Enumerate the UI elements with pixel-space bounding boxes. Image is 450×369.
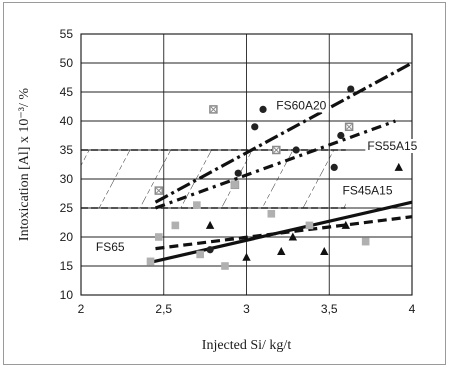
chart-svg: 10 15 20 25 30 35 40 45 50 55 2 2,5 3 3,5 4 FS60A20 FS5… bbox=[17, 27, 420, 353]
data-point-fs60a20 bbox=[330, 163, 338, 171]
data-point-fs60a20 bbox=[292, 146, 300, 154]
data-point-fs45a15 bbox=[242, 252, 251, 261]
series-label-fs45a15: FS45A15 bbox=[342, 184, 392, 198]
data-point-fs65 bbox=[267, 210, 276, 218]
series-label-fs65: FS65 bbox=[96, 240, 125, 254]
series-label-bg bbox=[93, 239, 127, 254]
y-tick-label: 40 bbox=[60, 114, 74, 128]
labels-layer: FS60A20 FS55A15 FS45A15 FS65 bbox=[93, 98, 420, 254]
data-point-fs60a20 bbox=[234, 169, 242, 177]
data-point-fs45a15 bbox=[341, 220, 350, 229]
data-point-fs65 bbox=[361, 237, 370, 246]
data-point-fs65 bbox=[305, 221, 314, 230]
data-point-fs45a15 bbox=[288, 232, 298, 241]
trend-lines-layer bbox=[146, 61, 413, 265]
y-axis-label: Intoxication [Al] x 10⁻³/ % bbox=[17, 88, 32, 241]
x-tick-label: 2 bbox=[78, 302, 85, 316]
data-point-fs55a15 bbox=[154, 186, 164, 195]
x-tick-label: 2,5 bbox=[155, 302, 172, 316]
axes-layer: 10 15 20 25 30 35 40 45 50 55 2 2,5 3 3,5 4 bbox=[60, 27, 416, 316]
y-tick-label: 15 bbox=[60, 259, 74, 273]
data-point-fs65 bbox=[154, 233, 163, 241]
y-tick-label: 35 bbox=[60, 143, 74, 157]
trend-line-fs55a15 bbox=[154, 119, 396, 210]
series-label-bg bbox=[340, 183, 395, 198]
data-point-fs45a15 bbox=[277, 247, 286, 255]
data-point-fs60a20 bbox=[347, 85, 355, 93]
series-label-fs55a15: FS55A15 bbox=[367, 139, 417, 153]
data-point-fs65 bbox=[171, 221, 180, 230]
x-tick-label: 4 bbox=[409, 302, 416, 316]
data-point-fs55a15-cross bbox=[210, 106, 217, 113]
data-point-fs60a20 bbox=[337, 131, 345, 140]
data-point-fs45a15 bbox=[320, 247, 329, 255]
y-tick-label: 20 bbox=[60, 230, 74, 244]
data-point-fs65 bbox=[196, 250, 204, 259]
data-point-fs60a20 bbox=[259, 105, 267, 113]
x-axis-label: Injected Si/ kg/t bbox=[202, 338, 292, 353]
data-point-fs55a15-cross bbox=[346, 123, 352, 130]
data-point-fs55a15-cross bbox=[155, 187, 162, 194]
y-tick-label: 10 bbox=[60, 288, 74, 302]
chart-frame: 10 15 20 25 30 35 40 45 50 55 2 2,5 3 3,5 4 FS60A20 FS5… bbox=[3, 2, 446, 365]
series-label-fs60a20: FS60A20 bbox=[276, 98, 326, 112]
data-point-fs55a15 bbox=[272, 145, 281, 155]
data-point-fs55a15 bbox=[209, 105, 218, 114]
x-tick-label: 3 bbox=[243, 302, 250, 316]
series-label-bg bbox=[365, 139, 420, 153]
trend-line-fs60a20 bbox=[154, 61, 413, 204]
series-label-bg bbox=[274, 98, 329, 113]
y-tick-label: 45 bbox=[60, 85, 74, 99]
data-point-fs60a20 bbox=[251, 123, 259, 131]
x-tick-label: 3,5 bbox=[321, 302, 338, 316]
y-tick-label: 25 bbox=[60, 201, 74, 215]
data-point-fs65 bbox=[221, 262, 229, 270]
trend-line-fs65 bbox=[146, 200, 413, 265]
plot-area-border bbox=[80, 33, 413, 296]
data-point-fs55a15-cross bbox=[273, 147, 280, 153]
y-tick-label: 30 bbox=[60, 172, 74, 186]
data-point-fs55a15 bbox=[344, 122, 354, 132]
data-point-fs65 bbox=[193, 201, 201, 209]
data-point-fs45a15 bbox=[205, 220, 215, 229]
data-point-fs65 bbox=[231, 181, 239, 189]
y-tick-label: 50 bbox=[60, 56, 74, 70]
data-point-fs60a20 bbox=[206, 246, 214, 254]
data-point-fs65 bbox=[146, 257, 155, 266]
data-point-fs45a15 bbox=[394, 162, 403, 171]
y-tick-label: 55 bbox=[60, 27, 74, 41]
